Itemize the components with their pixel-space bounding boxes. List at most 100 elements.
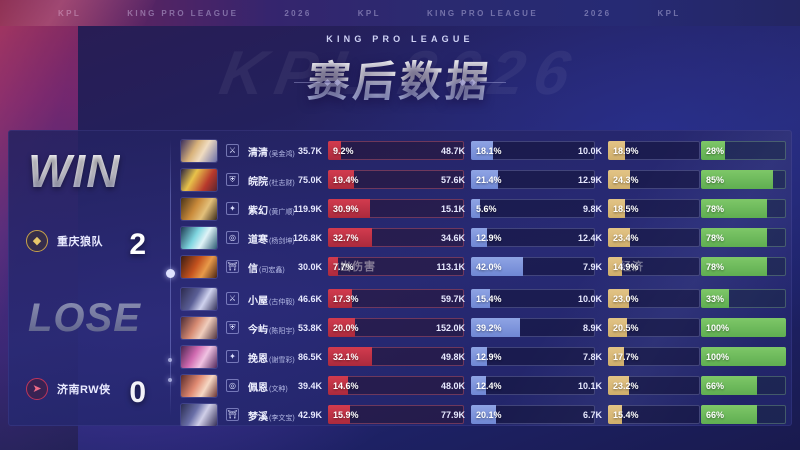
player-nickname: 清清 (248, 148, 268, 159)
hero-portrait-7 (181, 317, 217, 339)
player-stat-row[interactable]: ⛨ 皖院(杜志财) 75.0K 19.4% 57.6K 21.4% 12.9K … (176, 167, 792, 193)
player-stat-row[interactable]: ⛨ 今屿(陈阳宇) 53.8K 20.0% 152.0K 39.2% 8.9K … (176, 315, 792, 341)
participation-percent: 66% (706, 380, 725, 391)
damage-dealt-bar: 17.3% (328, 289, 464, 308)
hero-portrait-2 (181, 169, 217, 191)
player-stat-row[interactable]: ✦ 紫幻(黄广顺) 119.9K 30.9% 15.1K 5.6% 9.8K 1… (176, 196, 792, 222)
ribbon-sheen (0, 0, 161, 26)
damage-taken-bar: 12.9% (471, 228, 595, 247)
total-gold-percent: 14.9% (613, 261, 639, 272)
damage-taken-percent: 12.9% (476, 232, 502, 243)
losing-team-score: 0 (129, 376, 146, 409)
damage-taken-bar: 42.0% (471, 257, 595, 276)
player-stat-row[interactable]: ◎ 道寒(杨剑坤) 126.8K 32.7% 34.6K 12.9% 12.4K… (176, 225, 792, 251)
damage-dealt-percent: 9.2% (333, 145, 354, 156)
player-real-name: (古仲毅) (269, 299, 295, 306)
damage-taken-value: 77.9K (440, 410, 465, 420)
total-gold-bar: 18.5% (608, 199, 700, 218)
warrior-role-icon: ⛨ (226, 173, 239, 186)
lose-label: LOSE (28, 296, 141, 340)
damage-taken-percent: 21.4% (476, 174, 502, 185)
hero-portrait-1 (181, 140, 217, 162)
participation-bar: 66% (701, 405, 786, 424)
hero-portrait-4 (181, 227, 217, 249)
roster-losing-team: ⚔ 小屋(古仲毅) 46.6K 17.3% 59.7K 15.4% 10.0K … (176, 286, 792, 426)
player-name: 今屿(陈阳宇) (248, 321, 295, 336)
total-gold-percent: 23.2% (613, 380, 639, 391)
divider-node-b (168, 378, 172, 382)
participation-percent: 100% (706, 351, 730, 362)
damage-taken-bar: 5.6% (471, 199, 595, 218)
participation-percent: 66% (706, 409, 725, 420)
ribbon-item: 2026 (284, 8, 312, 18)
player-real-name: (黄广顺) (269, 209, 295, 216)
player-name: 信(司宏鑫) (248, 260, 285, 275)
hero-portrait-10 (181, 404, 217, 426)
participation-percent: 78% (706, 261, 725, 272)
damage-taken-value: 49.8K (440, 352, 465, 362)
player-stat-row[interactable]: ◎ 佩恩(文种) 39.4K 14.6% 48.0K 12.4% 10.1K 2… (176, 373, 792, 399)
damage-taken-percent: 5.6% (476, 203, 497, 214)
player-name: 皖院(杜志财) (248, 173, 295, 188)
damage-dealt-bar: 15.9% (328, 405, 464, 424)
player-name: 小屋(古仲毅) (248, 292, 295, 307)
player-real-name: (陈阳宇) (269, 328, 295, 335)
winning-team-name: 重庆狼队 (57, 236, 103, 248)
damage-taken-percent: 20.1% (476, 409, 502, 420)
player-name: 道寒(杨剑坤) (248, 231, 295, 246)
support-role-icon: ⛩ (226, 260, 239, 273)
player-name: 挽恩(谢雪彩) (248, 350, 295, 365)
participation-bar: 66% (701, 376, 786, 395)
ribbon-item: 2026 (584, 8, 612, 18)
player-stat-row[interactable]: ⛩ 梦溪(李文宝) 42.9K 15.9% 77.9K 20.1% 6.7K 1… (176, 402, 792, 426)
damage-dealt-bar: 32.1% (328, 347, 464, 366)
player-real-name: (文种) (269, 386, 288, 393)
result-column: WIN ◆ 重庆狼队 2 LOSE ➤ 济南RW侠 0 (8, 130, 175, 426)
damage-taken-bar: 39.2% (471, 318, 595, 337)
damage-taken-bar: 12.9% (471, 347, 595, 366)
total-gold-percent: 18.9% (613, 145, 639, 156)
player-name: 梦溪(李文宝) (248, 408, 295, 423)
player-nickname: 道寒 (248, 235, 268, 246)
total-gold-value: 10.0K (577, 146, 602, 156)
damage-taken-value: 152.0K (435, 323, 465, 333)
total-gold-value: 10.0K (577, 294, 602, 304)
total-gold-value: 6.7K (582, 410, 602, 420)
participation-percent: 33% (706, 293, 725, 304)
rw-bird-icon: ➤ (26, 378, 48, 400)
player-nickname: 紫幻 (248, 206, 268, 217)
assassin-role-icon: ⚔ (226, 292, 239, 305)
total-gold-value: 9.8K (582, 204, 602, 214)
damage-dealt-percent: 32.1% (333, 351, 359, 362)
damage-taken-bar: 20.1% (471, 405, 595, 424)
player-stat-row[interactable]: ⚔ 小屋(古仲毅) 46.6K 17.3% 59.7K 15.4% 10.0K … (176, 286, 792, 312)
player-stat-row[interactable]: ⚔ 清清(吴金鸿) 35.7K 9.2% 48.7K 18.1% 10.0K 1… (176, 138, 792, 164)
player-nickname: 梦溪 (248, 412, 268, 423)
damage-dealt-bar: 32.7% (328, 228, 464, 247)
player-stat-row[interactable]: ⛩ 信(司宏鑫) 30.0K 7.7% 113.1K 42.0% 7.9K 14… (176, 254, 792, 280)
league-label: KING PRO LEAGUE (326, 34, 474, 44)
mage-role-icon: ✦ (226, 202, 239, 215)
damage-dealt-value: 75.0K (297, 175, 322, 185)
marksman-role-icon: ◎ (226, 231, 239, 244)
total-gold-value: 7.9K (582, 262, 602, 272)
damage-dealt-bar: 19.4% (328, 170, 464, 189)
damage-taken-value: 15.1K (440, 204, 465, 214)
total-gold-bar: 17.7% (608, 347, 700, 366)
damage-dealt-value: 30.0K (297, 262, 322, 272)
title-ornament-left (294, 78, 342, 87)
damage-taken-bar: 15.4% (471, 289, 595, 308)
player-nickname: 皖院 (248, 177, 268, 188)
damage-dealt-value: 53.8K (297, 323, 322, 333)
participation-bar: 28% (701, 141, 786, 160)
ribbon-item: KPL (357, 8, 381, 18)
marksman-role-icon: ◎ (226, 379, 239, 392)
participation-percent: 78% (706, 203, 725, 214)
damage-dealt-bar: 9.2% (328, 141, 464, 160)
player-real-name: (杨剑坤) (269, 238, 295, 245)
total-gold-percent: 20.5% (613, 322, 639, 333)
player-stat-row[interactable]: ✦ 挽恩(谢雪彩) 86.5K 32.1% 49.8K 12.9% 7.8K 1… (176, 344, 792, 370)
hero-portrait-3 (181, 198, 217, 220)
damage-taken-percent: 12.9% (476, 351, 502, 362)
player-nickname: 信 (248, 264, 258, 275)
